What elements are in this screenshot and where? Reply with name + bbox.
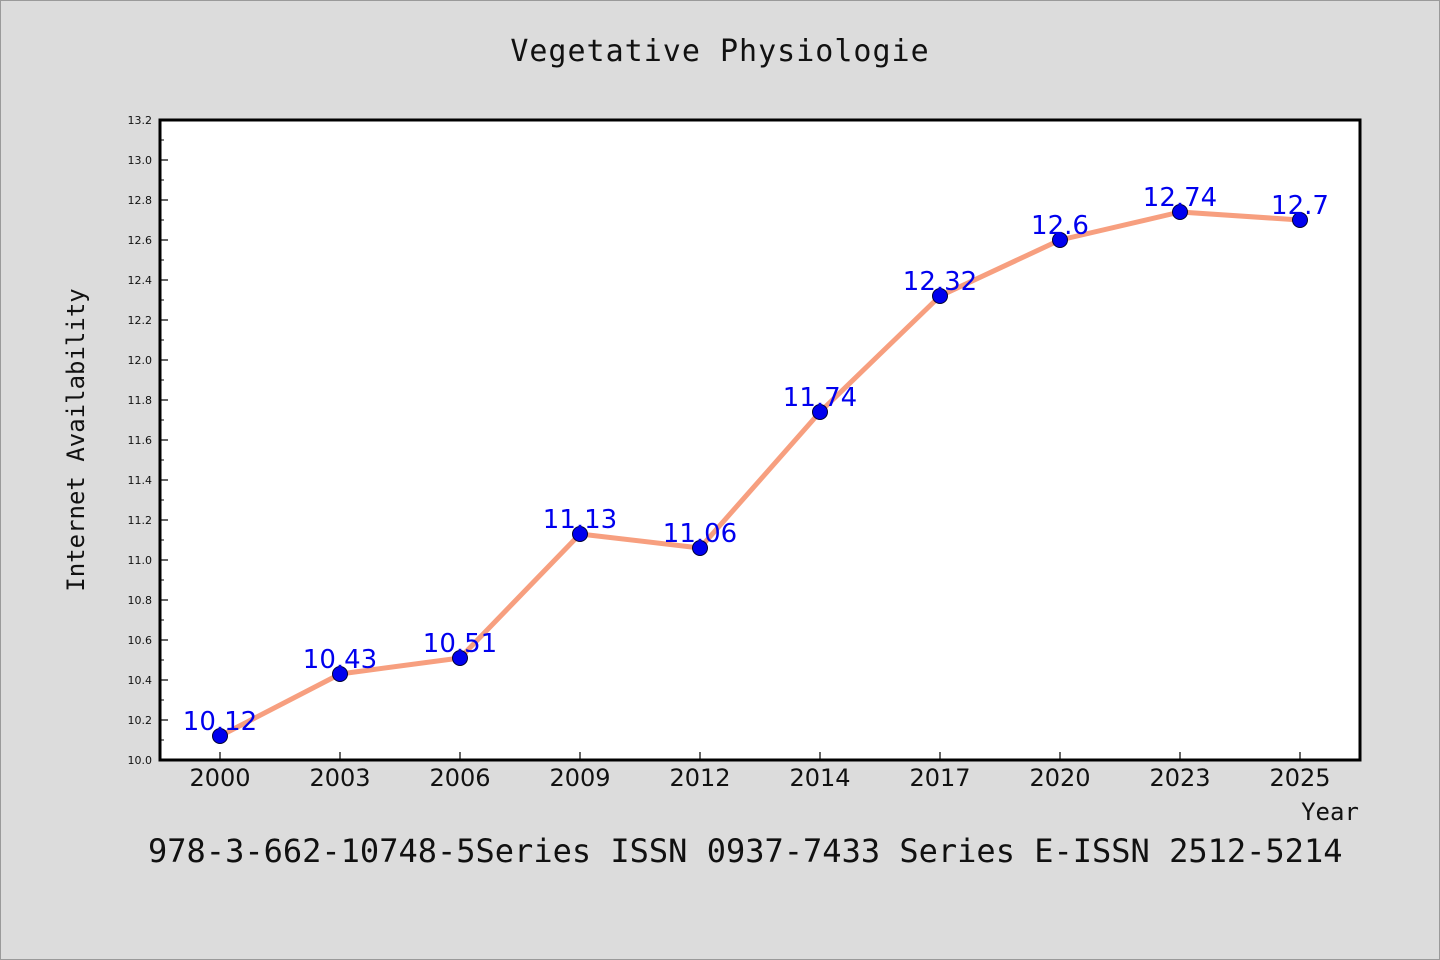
x-tick-label: 2025 <box>1269 764 1330 792</box>
data-point <box>572 526 588 542</box>
y-tick-label: 12.0 <box>128 354 153 367</box>
data-label: 10.51 <box>423 629 497 659</box>
data-point <box>212 728 228 744</box>
y-tick-label: 10.8 <box>128 594 153 607</box>
series-layer <box>212 204 1308 744</box>
axes <box>158 118 1362 762</box>
data-label: 12.32 <box>903 267 977 297</box>
data-point <box>692 540 708 556</box>
y-tick-label: 10.2 <box>128 714 153 727</box>
y-tick-label: 10.0 <box>128 754 153 767</box>
data-label: 12.74 <box>1143 183 1217 213</box>
y-tick-label: 11.8 <box>128 394 153 407</box>
data-label: 10.12 <box>183 707 257 737</box>
y-tick-label: 10.4 <box>128 674 153 687</box>
data-point <box>1052 232 1068 248</box>
y-tick-label: 13.0 <box>128 154 153 167</box>
data-point <box>452 650 468 666</box>
footer-text: 978-3-662-10748-5Series ISSN 0937-7433 S… <box>148 832 1343 870</box>
ticks: 10.0 10.2 10.4 10.6 10.8 11.0 11.2 11.4 11.6 11.8… <box>128 114 1331 792</box>
chart-title: Vegetative Physiologie <box>510 34 930 69</box>
y-tick-label: 12.6 <box>128 234 153 247</box>
data-point <box>932 288 948 304</box>
y-tick-label: 12.2 <box>128 314 153 327</box>
y-tick-label: 10.6 <box>128 634 153 647</box>
data-point <box>812 404 828 420</box>
y-tick-label: 12.4 <box>128 274 153 287</box>
y-tick-label: 13.2 <box>128 114 153 127</box>
data-label: 11.74 <box>783 383 857 413</box>
data-label: 11.06 <box>663 519 737 549</box>
data-label: 12.7 <box>1271 191 1329 221</box>
x-tick-label: 2012 <box>669 764 730 792</box>
y-tick-label: 11.2 <box>128 514 153 527</box>
x-tick-label: 2014 <box>789 764 850 792</box>
data-point <box>1172 204 1188 220</box>
y-tick-label: 11.6 <box>128 434 153 447</box>
data-labels: 10.12 10.43 10.51 11.13 11.06 11.74 12.32 12.6 1… <box>183 183 1329 737</box>
data-label: 12.6 <box>1031 211 1089 241</box>
x-tick-label: 2009 <box>549 764 610 792</box>
y-tick-label: 11.0 <box>128 554 153 567</box>
data-point <box>1292 212 1308 228</box>
x-tick-label: 2023 <box>1149 764 1210 792</box>
data-label: 11.13 <box>543 505 617 535</box>
plot-area <box>158 118 1362 762</box>
x-tick-label: 2003 <box>309 764 370 792</box>
y-axis-label: Internet Availability <box>62 288 90 591</box>
data-point <box>332 666 348 682</box>
x-tick-label: 2006 <box>429 764 490 792</box>
data-label: 10.43 <box>303 645 377 675</box>
series-line <box>218 209 1301 739</box>
x-axis-label: Year <box>1301 798 1359 826</box>
x-tick-label: 2020 <box>1029 764 1090 792</box>
y-tick-label: 12.8 <box>128 194 153 207</box>
x-tick-label: 2017 <box>909 764 970 792</box>
y-tick-label: 11.4 <box>128 474 153 487</box>
x-tick-label: 2000 <box>189 764 250 792</box>
